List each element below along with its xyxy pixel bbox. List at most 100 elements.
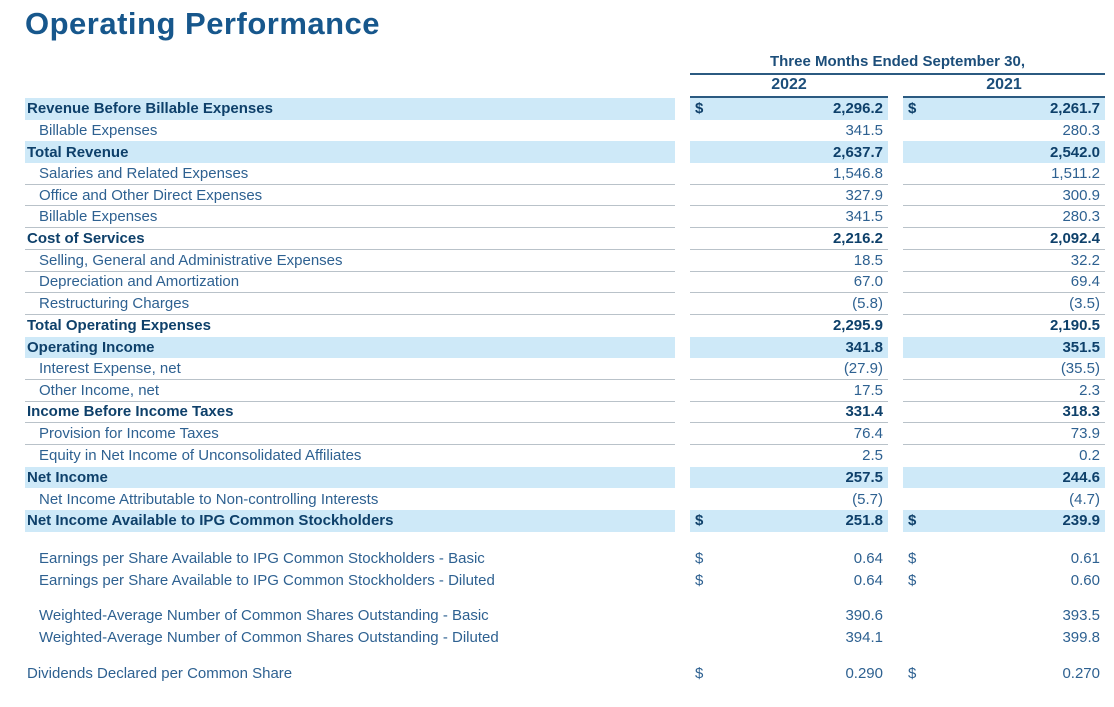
table-row: Income Before Income Taxes 331.4 318.3: [0, 401, 1114, 424]
column-gap: [675, 206, 690, 229]
table-row: Total Revenue 2,637.7 2,542.0: [0, 141, 1114, 164]
value: 239.9: [1062, 512, 1100, 530]
value-cell: $0.60: [903, 569, 1105, 591]
column-gap: [888, 141, 903, 164]
column-gap: [675, 423, 690, 445]
value: 2,542.0: [1049, 143, 1100, 161]
value: 2,216.2: [832, 229, 883, 247]
value: 1,511.2: [1051, 164, 1100, 182]
table-row: Other Income, net 17.5 2.3: [0, 379, 1114, 402]
column-gap: [888, 423, 903, 445]
value-cell: 2,190.5: [903, 315, 1105, 337]
column-gap: [888, 605, 903, 627]
column-gap: [675, 626, 690, 649]
value-cell: 2,542.0: [903, 141, 1105, 164]
value: 327.9: [845, 186, 883, 204]
column-gap: [888, 314, 903, 337]
value: 0.64: [853, 571, 883, 589]
column-gap: [675, 249, 690, 272]
row-label: Provision for Income Taxes: [25, 423, 675, 445]
value-cell: 2,295.9: [690, 315, 888, 337]
column-gap: [888, 547, 903, 570]
value-cell: (5.7): [690, 488, 888, 510]
value: 393.5: [1062, 607, 1100, 625]
table-row: Cost of Services 2,216.2 2,092.4: [0, 228, 1114, 250]
table-row: Total Operating Expenses 2,295.9 2,190.5: [0, 314, 1114, 337]
row-label: Operating Income: [25, 336, 675, 359]
column-gap: [675, 379, 690, 402]
column-gap: [675, 445, 690, 467]
value: 0.60: [1070, 571, 1100, 589]
value-cell: 244.6: [903, 466, 1105, 489]
value: 251.8: [845, 512, 883, 530]
table-row: Net Income Available to IPG Common Stock…: [0, 510, 1114, 532]
value: 341.8: [845, 338, 883, 356]
column-gap: [675, 293, 690, 315]
table-row: Restructuring Charges (5.8) (3.5): [0, 293, 1114, 315]
value: 73.9: [1070, 425, 1100, 443]
table-row: Office and Other Direct Expenses 327.9 300…: [0, 184, 1114, 207]
row-label: Net Income Available to IPG Common Stock…: [25, 510, 675, 532]
column-gap: [675, 358, 690, 380]
value-cell: 18.5: [690, 250, 888, 272]
value: 399.8: [1062, 629, 1100, 647]
column-gap: [888, 569, 903, 592]
column-gap: [675, 466, 690, 489]
page-title: Operating Performance: [25, 6, 381, 41]
label-column-spacer: [25, 53, 690, 98]
currency-symbol: $: [695, 550, 704, 568]
value: 0.64: [853, 550, 883, 568]
value: 18.5: [853, 251, 883, 269]
row-label: Billable Expenses: [39, 122, 158, 140]
value: 351.5: [1062, 338, 1100, 356]
value-cell: 2,092.4: [903, 228, 1105, 250]
value: (3.5): [1069, 295, 1100, 313]
value: 280.3: [1062, 208, 1100, 226]
table-row: Operating Income 341.8 351.5: [0, 336, 1114, 359]
currency-symbol: $: [695, 571, 704, 589]
column-gap: [888, 249, 903, 272]
column-gap: [888, 336, 903, 359]
row-spacer: [0, 649, 1114, 663]
column-gap: [888, 271, 903, 294]
value-cell: $251.8: [690, 510, 888, 532]
table-row: Selling, General and Administrative Expe…: [0, 249, 1114, 272]
column-gap: [888, 119, 903, 142]
year-header-row: 2022 2021: [690, 75, 1105, 98]
table-row: Interest Expense, net (27.9) (35.5): [0, 358, 1114, 380]
value: (35.5): [1060, 360, 1100, 378]
currency-symbol: $: [695, 664, 704, 682]
value-cell: 76.4: [690, 423, 888, 445]
value-cell: $0.290: [690, 663, 888, 685]
value-cell: 300.9: [903, 185, 1105, 207]
value: 300.9: [1062, 186, 1100, 204]
table-row: Net Income Attributable to Non-controlli…: [0, 488, 1114, 511]
table-row: Depreciation and Amortization 67.0 69.4: [0, 271, 1114, 294]
row-label: Revenue Before Billable Expenses: [25, 98, 675, 120]
value-cell: 341.5: [690, 206, 888, 229]
table-row: Dividends Declared per Common Share $0.29…: [0, 662, 1114, 685]
value: 341.5: [845, 208, 883, 226]
value: 318.3: [1062, 403, 1100, 421]
value: 32.2: [1070, 251, 1100, 269]
column-gap: [675, 605, 690, 627]
value: 390.6: [845, 607, 883, 625]
value-cell: 2,216.2: [690, 228, 888, 250]
value-cell: 257.5: [690, 466, 888, 489]
value-cell: $0.64: [690, 548, 888, 570]
value-cell: 2,637.7: [690, 141, 888, 164]
column-gap: [675, 314, 690, 337]
value: 2,637.7: [832, 143, 883, 161]
value-cell: 0.2: [903, 445, 1105, 467]
row-label: Depreciation and Amortization: [25, 272, 675, 294]
column-gap: [675, 228, 690, 250]
value: 69.4: [1070, 273, 1100, 291]
row-label: Weighted-Average Number of Common Shares…: [39, 629, 499, 647]
table-row: Equity in Net Income of Unconsolidated A…: [0, 445, 1114, 467]
column-gap: [675, 401, 690, 424]
value-cell: 73.9: [903, 423, 1105, 445]
column-gap: [888, 75, 903, 98]
value-cell: 351.5: [903, 336, 1105, 359]
column-gap: [888, 184, 903, 207]
value: 244.6: [1062, 469, 1100, 487]
